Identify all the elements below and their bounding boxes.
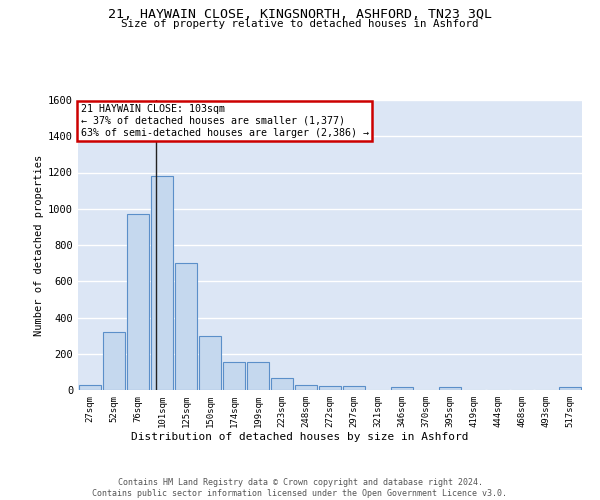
Bar xyxy=(391,388,413,390)
Bar xyxy=(247,362,269,390)
Bar xyxy=(127,214,149,390)
Bar xyxy=(295,386,317,390)
Bar xyxy=(223,362,245,390)
Text: Distribution of detached houses by size in Ashford: Distribution of detached houses by size … xyxy=(131,432,469,442)
Bar xyxy=(343,386,365,390)
Bar xyxy=(439,388,461,390)
Bar xyxy=(103,332,125,390)
Bar xyxy=(271,378,293,390)
Text: Size of property relative to detached houses in Ashford: Size of property relative to detached ho… xyxy=(121,19,479,29)
Bar xyxy=(199,336,221,390)
Y-axis label: Number of detached properties: Number of detached properties xyxy=(34,154,44,336)
Bar xyxy=(175,263,197,390)
Bar xyxy=(319,386,341,390)
Text: 21, HAYWAIN CLOSE, KINGSNORTH, ASHFORD, TN23 3QL: 21, HAYWAIN CLOSE, KINGSNORTH, ASHFORD, … xyxy=(108,8,492,20)
Text: 21 HAYWAIN CLOSE: 103sqm
← 37% of detached houses are smaller (1,377)
63% of sem: 21 HAYWAIN CLOSE: 103sqm ← 37% of detach… xyxy=(80,104,368,138)
Text: Contains HM Land Registry data © Crown copyright and database right 2024.
Contai: Contains HM Land Registry data © Crown c… xyxy=(92,478,508,498)
Bar xyxy=(151,176,173,390)
Bar xyxy=(79,384,101,390)
Bar xyxy=(559,388,581,390)
